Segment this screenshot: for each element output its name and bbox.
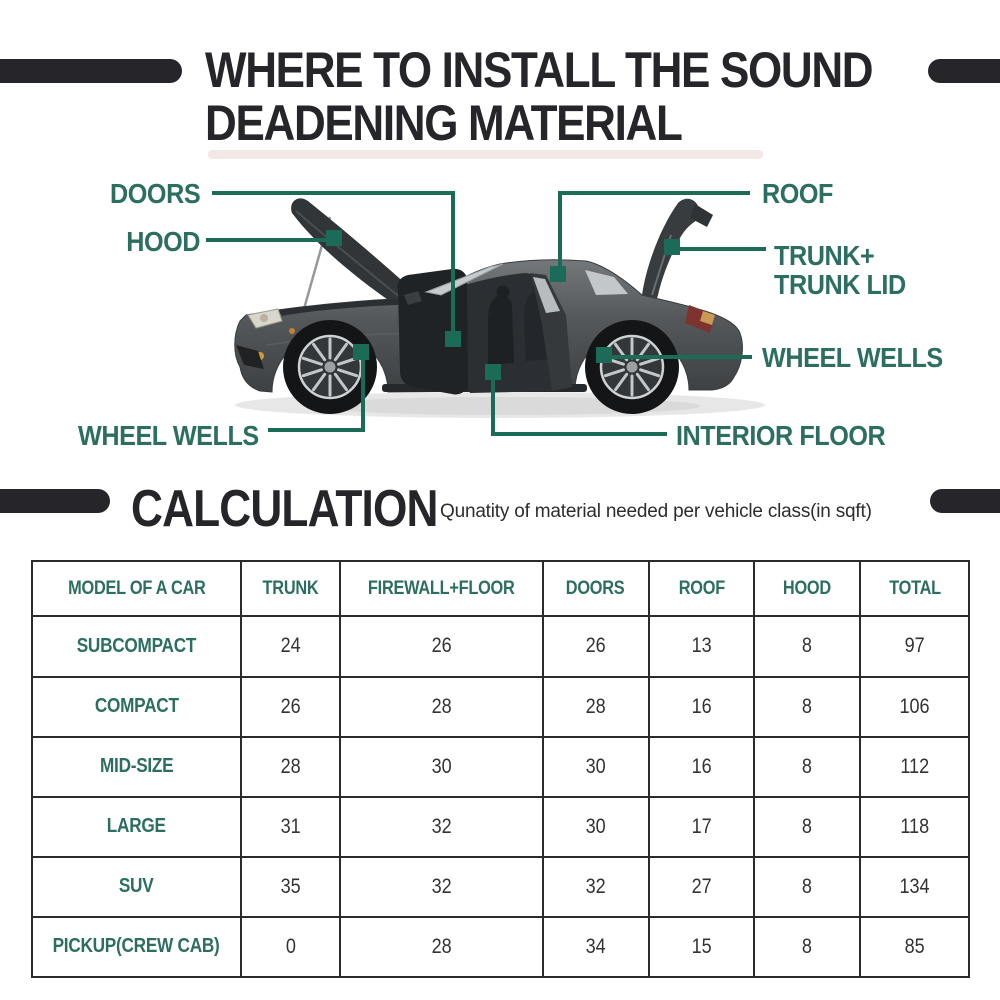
label-trunk: TRUNK+ TRUNK LID bbox=[774, 241, 906, 299]
hood-marker bbox=[326, 230, 342, 246]
value-cell: 112 bbox=[859, 735, 970, 798]
value-cell: 28 bbox=[239, 735, 342, 798]
hood-connector-line bbox=[206, 238, 338, 242]
title-underline bbox=[208, 150, 763, 159]
doors-marker bbox=[445, 331, 461, 347]
model-cell: MID-SIZE bbox=[31, 735, 242, 798]
calculation-left-bar bbox=[0, 489, 110, 513]
value-cell: 30 bbox=[339, 735, 544, 798]
value-cell: 13 bbox=[647, 615, 756, 678]
page-title-line1: WHERE TO INSTALL THE SOUND bbox=[205, 42, 874, 98]
value-cell: 28 bbox=[339, 915, 544, 979]
value-cell: 32 bbox=[339, 855, 544, 918]
value-cell: 27 bbox=[647, 855, 756, 918]
table-row: SUBCOMPACT 24 26 26 13 8 97 bbox=[31, 615, 970, 678]
wheel-wells-left-marker bbox=[353, 344, 369, 360]
value-cell: 118 bbox=[859, 795, 970, 858]
value-cell: 26 bbox=[239, 675, 342, 738]
value-cell: 32 bbox=[541, 855, 650, 918]
interior-floor-connector-line bbox=[491, 376, 495, 436]
roof-connector-line bbox=[558, 191, 750, 195]
model-cell: SUV bbox=[31, 855, 242, 918]
label-hood: HOOD bbox=[126, 226, 200, 257]
label-interior-floor: INTERIOR FLOOR bbox=[676, 420, 886, 451]
page-title-line2: DEADENING MATERIAL bbox=[205, 95, 683, 151]
label-trunk-line1: TRUNK+ bbox=[774, 240, 875, 271]
label-wheel-wells-right: WHEEL WELLS bbox=[762, 342, 943, 373]
table-row: MID-SIZE 28 30 30 16 8 112 bbox=[31, 735, 970, 798]
value-cell: 0 bbox=[239, 915, 342, 979]
page-title: WHERE TO INSTALL THE SOUND DEADENING MAT… bbox=[205, 42, 874, 151]
doors-connector-line bbox=[451, 191, 455, 341]
wheel-wells-left-connector-line bbox=[268, 428, 365, 432]
car-illustration bbox=[234, 198, 765, 418]
trunk-connector-line bbox=[680, 247, 766, 251]
value-cell: 16 bbox=[647, 735, 756, 798]
value-cell: 8 bbox=[753, 795, 862, 858]
table-row: SUV 35 32 32 27 8 134 bbox=[31, 855, 970, 918]
value-cell: 30 bbox=[541, 795, 650, 858]
value-cell: 26 bbox=[339, 615, 544, 678]
value-cell: 106 bbox=[859, 675, 970, 738]
value-cell: 8 bbox=[753, 855, 862, 918]
title-left-bar bbox=[0, 59, 182, 83]
value-cell: 30 bbox=[541, 735, 650, 798]
interior-floor-connector-line bbox=[491, 432, 667, 436]
title-right-bar bbox=[928, 59, 1000, 83]
value-cell: 8 bbox=[753, 615, 862, 678]
model-cell: LARGE bbox=[31, 795, 242, 858]
column-header: HOOD bbox=[753, 559, 862, 618]
column-header: MODEL OF A CAR bbox=[31, 559, 242, 618]
table-row: LARGE 31 32 30 17 8 118 bbox=[31, 795, 970, 858]
label-doors: DOORS bbox=[109, 178, 201, 209]
roof-connector-line bbox=[558, 191, 562, 279]
value-cell: 26 bbox=[541, 615, 650, 678]
value-cell: 24 bbox=[239, 615, 342, 678]
value-cell: 8 bbox=[753, 735, 862, 798]
value-cell: 16 bbox=[647, 675, 756, 738]
table-row: COMPACT 26 28 28 16 8 106 bbox=[31, 675, 970, 738]
value-cell: 85 bbox=[859, 915, 970, 979]
calculation-heading: CALCULATION bbox=[131, 480, 438, 538]
model-cell: COMPACT bbox=[31, 675, 242, 738]
material-table: MODEL OF A CAR TRUNK FIREWALL+FLOOR DOOR… bbox=[31, 559, 970, 979]
wheel-wells-right-connector-line bbox=[610, 355, 752, 359]
value-cell: 28 bbox=[541, 675, 650, 738]
value-cell: 8 bbox=[753, 675, 862, 738]
value-cell: 31 bbox=[239, 795, 342, 858]
value-cell: 8 bbox=[753, 915, 862, 979]
interior-floor-marker bbox=[485, 364, 501, 380]
model-cell: SUBCOMPACT bbox=[31, 615, 242, 678]
label-roof: ROOF bbox=[762, 178, 834, 209]
label-trunk-line2: TRUNK LID bbox=[774, 269, 906, 300]
roof-marker bbox=[550, 266, 566, 282]
column-header: TOTAL bbox=[859, 559, 970, 618]
value-cell: 134 bbox=[859, 855, 970, 918]
value-cell: 17 bbox=[647, 795, 756, 858]
column-header: TRUNK bbox=[239, 559, 342, 618]
doors-connector-line bbox=[212, 191, 455, 195]
wheel-wells-left-connector-line bbox=[361, 356, 365, 432]
value-cell: 15 bbox=[647, 915, 756, 979]
table-row: PICKUP(CREW CAB) 0 28 34 15 8 85 bbox=[31, 915, 970, 979]
value-cell: 32 bbox=[339, 795, 544, 858]
value-cell: 34 bbox=[541, 915, 650, 979]
label-wheel-wells-left: WHEEL WELLS bbox=[78, 420, 259, 451]
model-cell: PICKUP(CREW CAB) bbox=[31, 915, 242, 979]
calculation-right-bar bbox=[930, 489, 1000, 513]
column-header: ROOF bbox=[647, 559, 756, 618]
table-header-row: MODEL OF A CAR TRUNK FIREWALL+FLOOR DOOR… bbox=[31, 559, 970, 618]
wheel-wells-right-marker bbox=[596, 347, 612, 363]
calculation-subtitle: Qunatity of material needed per vehicle … bbox=[440, 501, 872, 522]
value-cell: 97 bbox=[859, 615, 970, 678]
column-header: FIREWALL+FLOOR bbox=[339, 559, 544, 618]
trunk-marker bbox=[664, 239, 680, 255]
column-header: DOORS bbox=[541, 559, 650, 618]
value-cell: 28 bbox=[339, 675, 544, 738]
value-cell: 35 bbox=[239, 855, 342, 918]
